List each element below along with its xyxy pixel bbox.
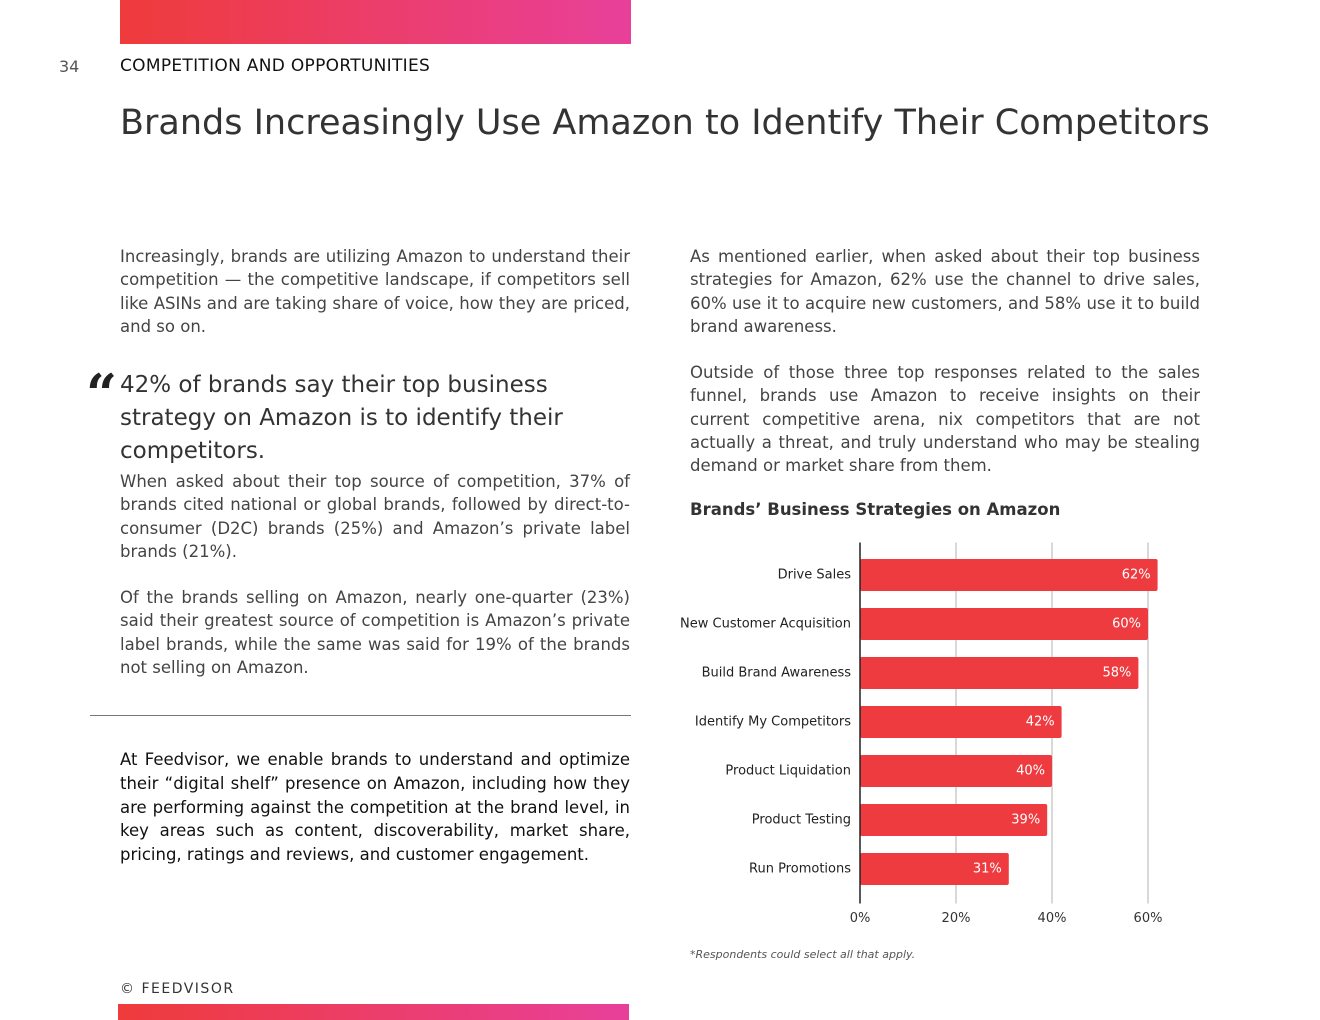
y-tick-label: Product Testing: [752, 813, 851, 828]
bar: [860, 755, 1052, 787]
value-label: 42%: [1026, 715, 1055, 730]
page-number: 34: [59, 57, 80, 76]
top-band: [120, 0, 631, 44]
y-tick-label: Drive Sales: [778, 568, 852, 583]
quote-mark: “: [86, 362, 118, 426]
chart-title: Brands’ Business Strategies on Amazon: [690, 500, 1061, 519]
chart-note: *Respondents could select all that apply…: [690, 948, 916, 961]
value-label: 31%: [973, 862, 1002, 877]
paragraph: Outside of those three top responses rel…: [690, 363, 1200, 476]
x-tick-label: 20%: [942, 911, 971, 926]
bar: [860, 608, 1148, 640]
bottom-band: [118, 1004, 629, 1020]
x-tick-label: 60%: [1134, 911, 1163, 926]
title: Brands Increasingly Use Amazon to Identi…: [120, 103, 1210, 143]
section: COMPETITION AND OPPORTUNITIES: [120, 56, 431, 76]
y-tick-label: New Customer Acquisition: [680, 617, 851, 632]
x-tick-label: 40%: [1038, 911, 1067, 926]
value-label: 60%: [1112, 617, 1141, 632]
x-tick-label: 0%: [850, 911, 871, 926]
y-tick-label: Product Liquidation: [725, 764, 851, 779]
paragraph: Of the brands selling on Amazon, nearly …: [120, 588, 630, 677]
value-label: 62%: [1122, 568, 1151, 583]
bar: [860, 804, 1048, 836]
paragraph: When asked about their top source of com…: [120, 472, 630, 561]
bar: [860, 706, 1062, 738]
paragraph: Increasingly, brands are utilizing Amazo…: [120, 247, 630, 336]
divider: [90, 715, 631, 716]
y-tick-label: Identify My Competitors: [695, 715, 851, 730]
value-label: 40%: [1016, 764, 1045, 779]
bar: [860, 853, 1009, 885]
quote: 42% of brands say their top business str…: [120, 372, 563, 464]
bar: [860, 657, 1139, 689]
y-tick-label: Run Promotions: [749, 862, 851, 877]
value-label: 39%: [1011, 813, 1040, 828]
value-label: 58%: [1102, 666, 1131, 681]
bar: [860, 559, 1158, 591]
callout: At Feedvisor, we enable brands to unders…: [120, 750, 630, 865]
y-tick-label: Build Brand Awareness: [702, 666, 852, 681]
copyright: © FEEDVISOR: [120, 981, 235, 997]
chart: 0% 20% 40% 60% Drive Sales 62% New Customer Ac…: [680, 542, 1163, 926]
paragraph: As mentioned earlier, when asked about t…: [690, 247, 1200, 336]
